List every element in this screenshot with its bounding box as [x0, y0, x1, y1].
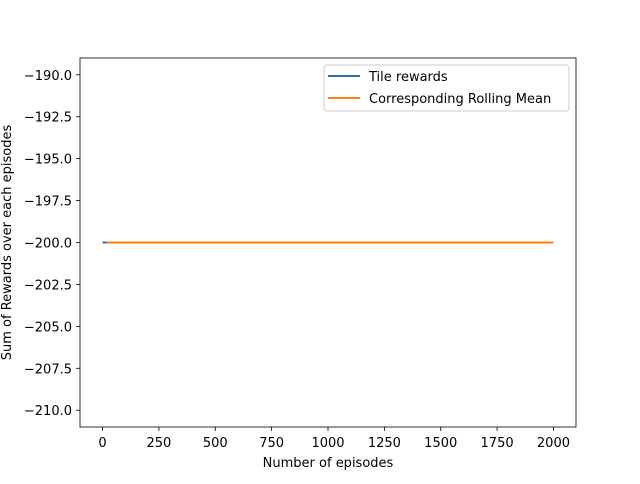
y-axis-label: Sum of Rewards over each episodes	[0, 125, 15, 361]
x-tick-label: 1500	[424, 436, 457, 451]
x-tick-label: 1250	[368, 436, 401, 451]
x-tick-label: 2000	[537, 436, 570, 451]
x-tick-label: 1750	[481, 436, 514, 451]
x-axis-label: Number of episodes	[263, 456, 394, 471]
y-tick-label: −205.0	[24, 320, 72, 335]
y-tick-label: −200.0	[24, 237, 72, 252]
y-tick-label: −195.0	[24, 153, 72, 168]
legend-box	[323, 64, 570, 112]
plot-frame	[79, 57, 577, 428]
y-tick-label: −207.5	[24, 362, 72, 377]
x-tick-label: 750	[259, 436, 284, 451]
y-tick-label: −202.5	[24, 278, 72, 293]
y-tick-label: −192.5	[24, 111, 72, 126]
x-tick-label: 1000	[311, 436, 344, 451]
legend-label-tile-rewards: Tile rewards	[368, 70, 448, 85]
x-tick-label: 500	[203, 436, 228, 451]
x-axis-ticks: 0 250 500 750 1000 1250 1500 1750 2000	[98, 427, 570, 451]
x-tick-label: 0	[98, 436, 106, 451]
y-tick-label: −190.0	[24, 69, 72, 84]
x-tick-label: 250	[146, 436, 171, 451]
legend: Tile rewards Corresponding Rolling Mean	[323, 64, 570, 112]
y-tick-label: −210.0	[24, 404, 72, 419]
y-axis-ticks: −190.0 −192.5 −195.0 −197.5 −200.0 −202.5 −205…	[24, 69, 80, 419]
legend-label-rolling-mean: Corresponding Rolling Mean	[369, 92, 551, 107]
y-tick-label: −197.5	[24, 195, 72, 210]
